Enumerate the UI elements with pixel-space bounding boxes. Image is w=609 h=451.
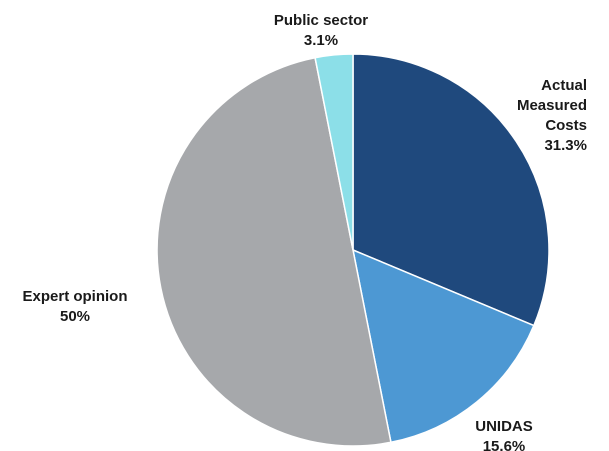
- pie-slice-public-sector: [314, 53, 354, 251]
- slice-value-label: 15.6%: [483, 438, 526, 451]
- pie-slices: [156, 53, 550, 447]
- slice-label: Public sector 3.1%: [274, 12, 368, 49]
- slice-label: UNIDAS 15.6%: [475, 418, 533, 451]
- slice-name-label: Public sector: [274, 12, 368, 29]
- slice-value-label: 31.3%: [544, 137, 587, 154]
- slice-name-label: Actual: [541, 77, 587, 94]
- slice-label: Actual Measured Costs 31.3%: [517, 77, 587, 154]
- slice-name-label: Expert opinion: [23, 288, 128, 305]
- slice-name-label: UNIDAS: [475, 418, 533, 435]
- pie-slice-unidas: [351, 248, 535, 444]
- slice-label: Expert opinion 50%: [23, 288, 128, 325]
- slice-value-label: 3.1%: [304, 32, 338, 49]
- slice-value-label: 50%: [60, 308, 90, 325]
- pie-labels: Actual Measured Costs 31.3% UNIDAS 15.6% Exper…: [23, 12, 588, 451]
- pie-slice-actual-measured-costs: [352, 53, 550, 327]
- slice-name-label: Measured: [517, 97, 587, 114]
- pie-slice-expert-opinion: [156, 56, 392, 447]
- slice-name-label: Costs: [545, 117, 587, 134]
